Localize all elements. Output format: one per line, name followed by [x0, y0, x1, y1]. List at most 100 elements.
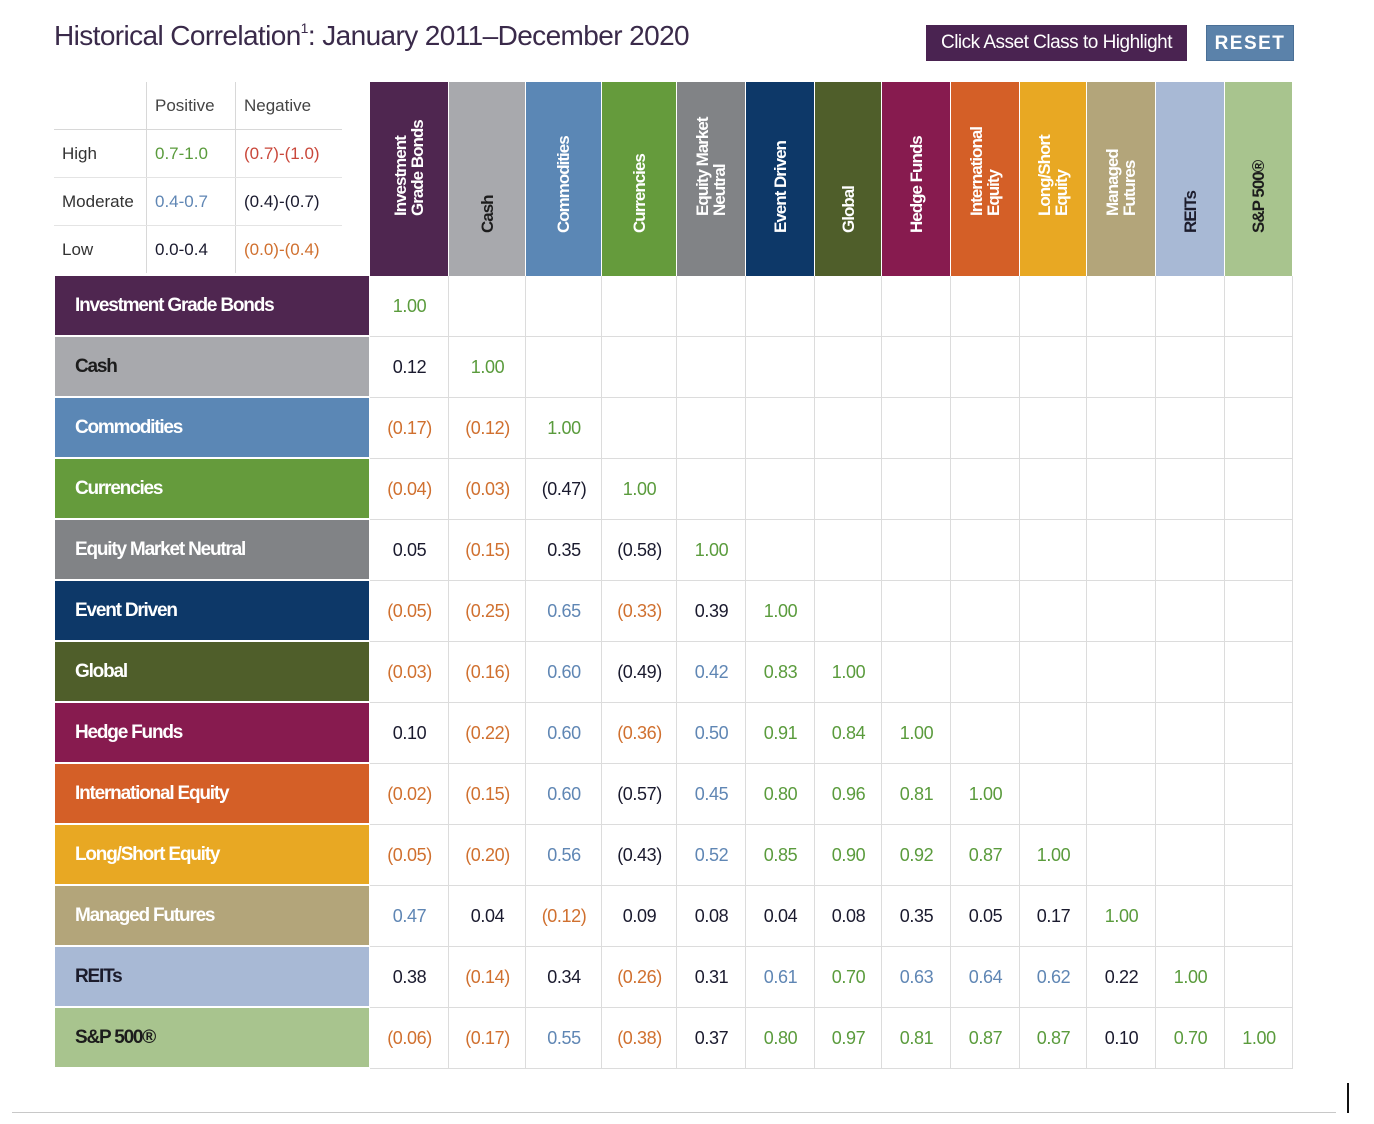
column-header-international-equity[interactable]: International Equity — [951, 82, 1020, 276]
highlight-instruction-button[interactable]: Click Asset Class to Highlight — [926, 25, 1187, 61]
column-header-hedge-funds[interactable]: Hedge Funds — [882, 82, 951, 276]
matrix-cell: 0.90 — [831, 845, 866, 865]
grid-line — [370, 336, 1293, 337]
matrix-cell: 1.00 — [694, 540, 729, 560]
matrix-cell: 0.31 — [694, 967, 729, 987]
matrix-cell: 1.00 — [470, 357, 505, 377]
matrix-cell: 0.87 — [968, 845, 1003, 865]
column-header-label: Currencies — [629, 154, 649, 233]
matrix-cell: 0.97 — [831, 1028, 866, 1048]
row-header-reits[interactable]: REITs — [55, 947, 369, 1006]
column-header-investment-grade-bonds[interactable]: Investment Grade Bonds — [370, 82, 449, 276]
matrix-cell: (0.20) — [465, 845, 510, 865]
grid-line — [1086, 276, 1087, 1069]
matrix-cell: (0.04) — [387, 479, 432, 499]
grid-line — [370, 519, 1293, 520]
grid-line — [370, 397, 1293, 398]
grid-line — [1155, 276, 1156, 1069]
matrix-cell: 0.38 — [392, 967, 427, 987]
grid-line — [676, 276, 677, 1069]
matrix-cell: (0.03) — [465, 479, 510, 499]
matrix-cell: (0.58) — [617, 540, 662, 560]
column-header-long-short-equity[interactable]: Long/Short Equity — [1020, 82, 1087, 276]
row-header-long-short-equity[interactable]: Long/Short Equity — [55, 825, 369, 884]
row-header-commodities[interactable]: Commodities — [55, 398, 369, 457]
legend-header-negative: Negative — [235, 82, 342, 130]
matrix-cell: 1.00 — [1036, 845, 1071, 865]
page-title: Historical Correlation1: January 2011–De… — [54, 20, 690, 52]
matrix-cell: (0.22) — [465, 723, 510, 743]
matrix-cell: 0.80 — [763, 1028, 798, 1048]
matrix-cell: (0.33) — [617, 601, 662, 621]
matrix-cell: 0.56 — [547, 845, 581, 865]
matrix-cell: 0.87 — [968, 1028, 1003, 1048]
column-header-label: Event Driven — [770, 141, 790, 233]
matrix-cell: (0.06) — [387, 1028, 432, 1048]
matrix-cell: 0.55 — [547, 1028, 581, 1048]
reset-button[interactable]: RESET — [1206, 25, 1294, 61]
matrix-cell: 0.81 — [899, 1028, 934, 1048]
row-header-global[interactable]: Global — [55, 642, 369, 701]
grid-line — [370, 763, 1293, 764]
column-header-label: Long/Short Equity — [1035, 135, 1071, 216]
grid-line — [525, 276, 526, 1069]
matrix-cell: (0.49) — [617, 662, 662, 682]
column-header-currencies[interactable]: Currencies — [602, 82, 677, 276]
column-header-event-driven[interactable]: Event Driven — [746, 82, 815, 276]
row-header-investment-grade-bonds[interactable]: Investment Grade Bonds — [55, 276, 369, 335]
row-header-international-equity[interactable]: International Equity — [55, 764, 369, 823]
column-header-label: International Equity — [967, 126, 1003, 216]
row-header-event-driven[interactable]: Event Driven — [55, 581, 369, 640]
row-header-equity-market-neutral[interactable]: Equity Market Neutral — [55, 520, 369, 579]
column-header-label: S&P 500® — [1249, 160, 1268, 233]
legend-header-positive: Positive — [146, 82, 236, 130]
matrix-cell: 0.70 — [1173, 1028, 1208, 1048]
column-header-managed-futures[interactable]: Managed Futures — [1087, 82, 1156, 276]
matrix-cell: 0.39 — [694, 601, 729, 621]
row-header-currencies[interactable]: Currencies — [55, 459, 369, 518]
matrix-cell: (0.16) — [465, 662, 510, 682]
matrix-cell: 0.08 — [694, 906, 729, 926]
matrix-cell: 1.00 — [968, 784, 1003, 804]
matrix-cell: (0.43) — [617, 845, 662, 865]
matrix-cell: 1.00 — [622, 479, 657, 499]
matrix-cell: 1.00 — [1173, 967, 1208, 987]
matrix-cell: 0.64 — [968, 967, 1003, 987]
column-header-label: Hedge Funds — [906, 136, 926, 233]
column-header-equity-market-neutral[interactable]: Equity Market Neutral — [677, 82, 746, 276]
column-header-reits[interactable]: REITs — [1156, 82, 1225, 276]
matrix-cell: 1.00 — [899, 723, 934, 743]
row-header-hedge-funds[interactable]: Hedge Funds — [55, 703, 369, 762]
row-header-sandp-500[interactable]: S&P 500® — [55, 1008, 369, 1067]
grid-line — [370, 641, 1293, 642]
matrix-cell: 0.09 — [622, 906, 657, 926]
matrix-cell: (0.47) — [541, 479, 587, 499]
matrix-cell: 0.42 — [694, 662, 729, 682]
matrix-cell: 0.12 — [392, 357, 427, 377]
legend-label-high: High — [54, 129, 147, 178]
legend-negative-moderate: (0.4)-(0.7) — [235, 177, 342, 226]
matrix-cell: 1.00 — [763, 601, 798, 621]
grid-line — [370, 458, 1293, 459]
grid-line — [370, 824, 1293, 825]
matrix-cell: 0.61 — [763, 967, 798, 987]
column-header-label: Cash — [477, 195, 497, 233]
row-header-managed-futures[interactable]: Managed Futures — [55, 886, 369, 945]
column-header-commodities[interactable]: Commodities — [526, 82, 602, 276]
column-header-label: REITs — [1180, 191, 1200, 233]
grid-line — [370, 1068, 1293, 1069]
column-header-cash[interactable]: Cash — [449, 82, 526, 276]
matrix-cell: 0.63 — [899, 967, 934, 987]
row-header-cash[interactable]: Cash — [55, 337, 369, 396]
column-header-sandp-500[interactable]: S&P 500® — [1225, 82, 1293, 276]
grid-line — [448, 276, 449, 1069]
grid-line — [1224, 276, 1225, 1069]
matrix-cell: 0.84 — [831, 723, 866, 743]
matrix-cell: 0.10 — [392, 723, 427, 743]
matrix-cell: 0.47 — [392, 906, 427, 926]
text-cursor — [1347, 1083, 1349, 1113]
legend-row-high: High 0.7-1.0 (0.7)-(1.0) — [54, 129, 342, 178]
column-header-global[interactable]: Global — [815, 82, 882, 276]
grid-line — [1292, 276, 1293, 1069]
matrix-cell: 0.10 — [1104, 1028, 1139, 1048]
